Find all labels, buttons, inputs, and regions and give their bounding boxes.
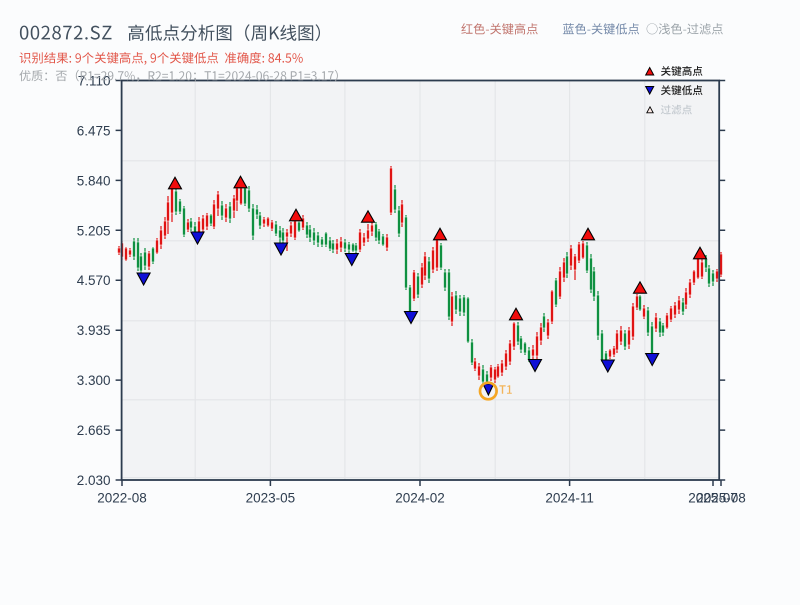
svg-text:2023-05: 2023-05 — [246, 491, 296, 506]
svg-text:3.300: 3.300 — [77, 373, 111, 388]
svg-text:2.030: 2.030 — [77, 473, 111, 488]
svg-text:2024-11: 2024-11 — [545, 491, 594, 506]
svg-text:2022-08: 2022-08 — [97, 491, 147, 506]
svg-text:5.205: 5.205 — [77, 223, 111, 238]
svg-text:6.475: 6.475 — [77, 123, 111, 138]
svg-text:2025-08: 2025-08 — [696, 491, 746, 506]
svg-text:2.665: 2.665 — [77, 423, 111, 438]
svg-text:2024-02: 2024-02 — [395, 491, 445, 506]
svg-text:7.110: 7.110 — [78, 74, 111, 89]
svg-text:5.840: 5.840 — [77, 173, 111, 188]
svg-text:3.935: 3.935 — [77, 323, 111, 338]
svg-text:4.570: 4.570 — [77, 273, 111, 288]
svg-text:2025-07: 2025-07 — [688, 491, 738, 506]
